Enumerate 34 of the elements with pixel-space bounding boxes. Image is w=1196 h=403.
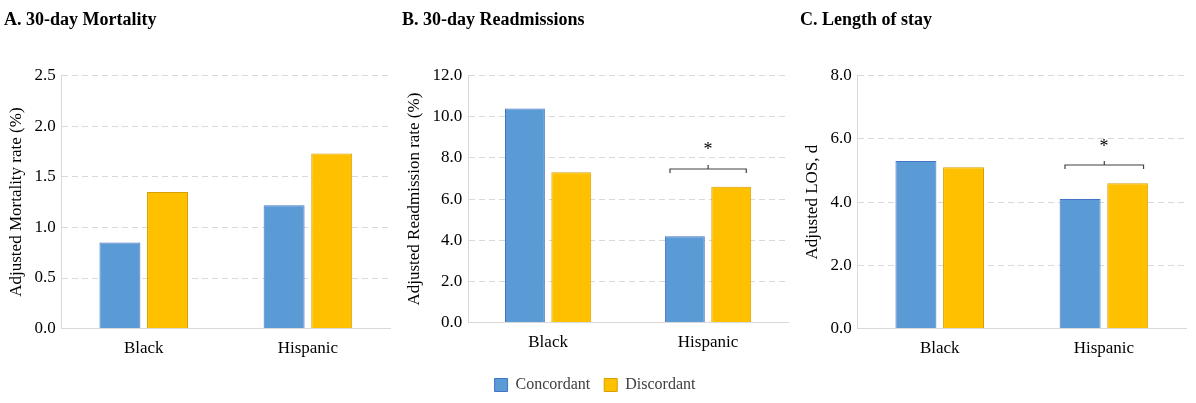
y-tick-label: 6.0 (440, 188, 463, 208)
x-tick-label: Hispanic (677, 332, 739, 352)
y-tick-label: 4.0 (440, 229, 463, 249)
y-tick-label: 10.0 (432, 106, 463, 126)
legend-label: Concordant (515, 375, 591, 393)
y-tick-label: 0.5 (34, 267, 56, 287)
y-tick-label: 2.0 (830, 254, 852, 274)
x-tick-label: Hispanic (277, 338, 339, 358)
y-tick-label: 0.0 (34, 318, 56, 338)
y-tick-label: 6.0 (830, 128, 852, 148)
y-tick-label: 0.0 (440, 312, 463, 332)
annotation: * (1099, 135, 1109, 156)
y-tick-label: 1.0 (34, 216, 56, 236)
x-tick-label: Hispanic (1073, 338, 1135, 358)
y-axis-title: Adjusted Readmission rate (%) (403, 92, 423, 306)
x-tick-label: Black (919, 338, 961, 358)
x-tick-label: Black (123, 338, 165, 358)
chart-title: B. 30-day Readmissions (402, 9, 585, 30)
y-axis-title: Adjusted Mortality rate (%) (5, 107, 25, 297)
y-tick-label: 8.0 (440, 147, 463, 167)
x-tick-label: Black (528, 332, 569, 352)
y-tick-label: 1.5 (34, 166, 56, 186)
y-tick-label: 8.0 (830, 65, 852, 85)
y-tick-label: 4.0 (830, 191, 852, 211)
y-tick-label: 0.0 (830, 318, 852, 338)
chart-title: C. Length of stay (800, 9, 933, 30)
annotation: * (703, 139, 713, 160)
chart-title: A. 30-day Mortality (4, 9, 157, 30)
y-axis-title: Adjusted LOS, d (801, 144, 821, 260)
legend-label: Discordant (625, 375, 696, 393)
y-tick-label: 12.0 (432, 65, 463, 85)
y-tick-label: 2.0 (440, 270, 463, 290)
y-tick-label: 2.5 (34, 65, 56, 85)
y-tick-label: 2.0 (34, 115, 56, 135)
